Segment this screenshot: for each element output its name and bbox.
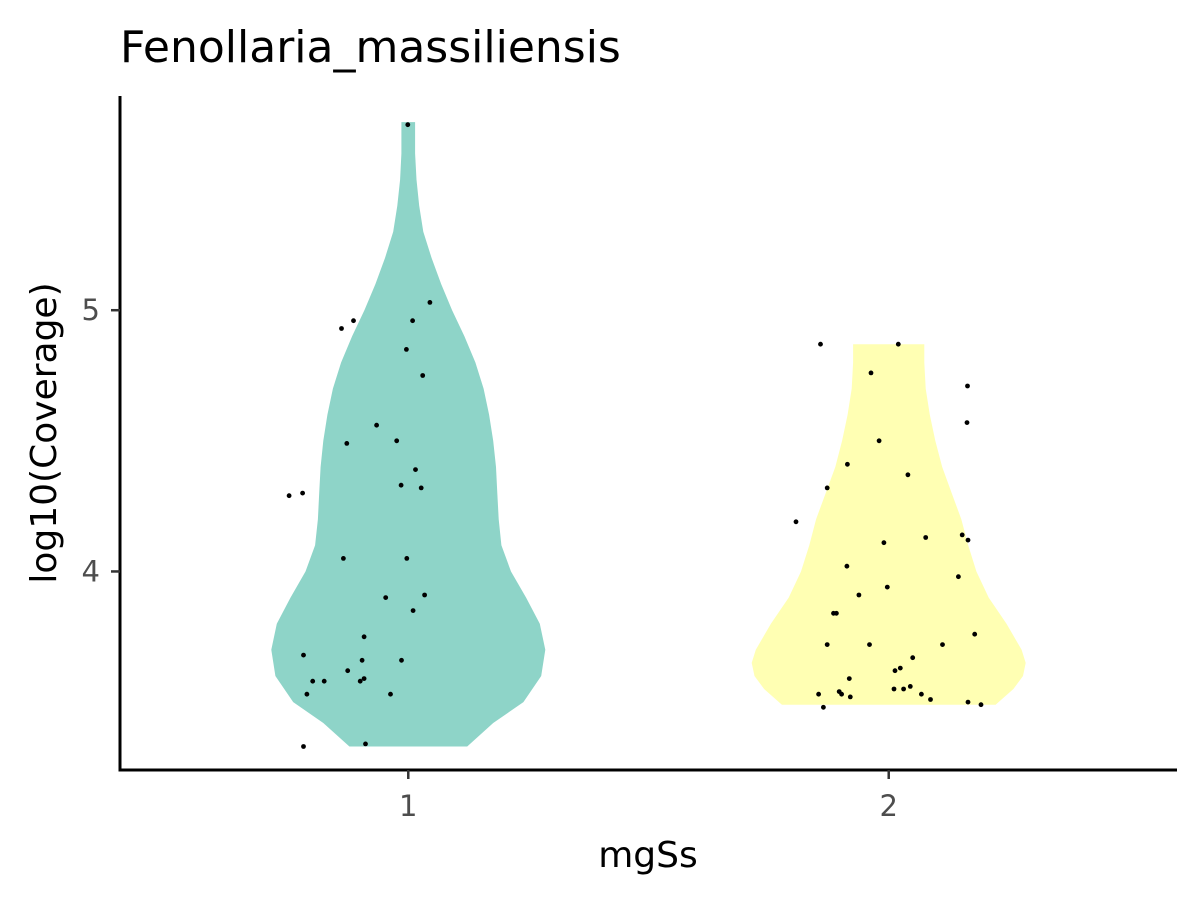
data-point (856, 592, 862, 598)
data-point (905, 472, 911, 478)
data-point (398, 482, 404, 488)
data-point (422, 592, 427, 598)
data-point (357, 678, 363, 684)
data-point (876, 438, 882, 444)
data-point (359, 657, 365, 663)
data-point (344, 441, 350, 446)
data-point (339, 326, 344, 331)
data-point (793, 519, 799, 525)
data-point (965, 383, 970, 389)
data-point (965, 699, 971, 705)
data-point (374, 422, 379, 428)
data-point (418, 485, 424, 491)
data-point (304, 691, 310, 697)
data-point (361, 634, 367, 640)
data-point (978, 702, 984, 708)
data-point (928, 697, 933, 702)
data-point (834, 610, 839, 616)
data-point (839, 691, 844, 697)
data-point (383, 595, 389, 600)
data-point (940, 642, 945, 647)
data-point (821, 704, 826, 710)
data-point (361, 676, 367, 681)
data-point (405, 122, 411, 128)
data-point (410, 608, 416, 613)
data-point (410, 318, 415, 324)
y-tick-label: 5 (82, 293, 100, 327)
data-point (965, 537, 971, 543)
data-point (427, 300, 433, 305)
data-point (286, 493, 292, 499)
data-point (881, 540, 887, 546)
data-point (301, 744, 306, 749)
data-point (420, 373, 426, 378)
data-point (824, 642, 830, 647)
data-point (919, 691, 924, 697)
data-point (895, 341, 901, 347)
data-point (388, 691, 393, 697)
plot-area (271, 122, 1026, 749)
data-point (404, 556, 410, 561)
x-axis-title: mgSs (598, 835, 698, 876)
data-point (351, 318, 356, 324)
data-point (892, 668, 898, 674)
data-point (404, 347, 409, 352)
data-point (910, 655, 916, 661)
data-point (321, 678, 327, 684)
data-point (844, 563, 850, 569)
data-point (341, 556, 346, 561)
data-point (300, 490, 305, 496)
data-point (923, 535, 929, 540)
data-point (901, 686, 906, 692)
data-point (959, 532, 965, 538)
x-tick-label: 1 (399, 789, 417, 823)
data-point (816, 691, 821, 697)
y-axis-ticks: 45 (82, 293, 120, 588)
jitter-points (286, 122, 984, 749)
violins (271, 122, 1026, 747)
data-point (956, 574, 961, 580)
data-point (884, 584, 890, 590)
data-point (413, 467, 418, 472)
data-point (847, 694, 853, 700)
data-point (345, 668, 351, 674)
data-point (824, 485, 830, 491)
data-point (972, 631, 978, 637)
data-point (845, 461, 850, 467)
y-axis-title: log10(Coverage) (24, 282, 65, 583)
chart-title: Fenollaria_massiliensis (120, 22, 621, 73)
y-tick-label: 4 (82, 554, 100, 588)
data-point (907, 684, 913, 689)
data-point (818, 341, 823, 347)
data-point (897, 665, 903, 671)
data-point (394, 438, 400, 444)
data-point (867, 642, 872, 647)
x-tick-label: 2 (880, 789, 898, 823)
violin-2 (751, 344, 1026, 705)
data-point (363, 741, 368, 747)
data-point (891, 686, 897, 692)
data-point (301, 652, 306, 658)
data-point (846, 676, 852, 681)
data-point (868, 370, 874, 376)
data-point (310, 678, 316, 684)
data-point (964, 420, 970, 425)
data-point (399, 657, 404, 663)
violin-1 (271, 122, 546, 747)
